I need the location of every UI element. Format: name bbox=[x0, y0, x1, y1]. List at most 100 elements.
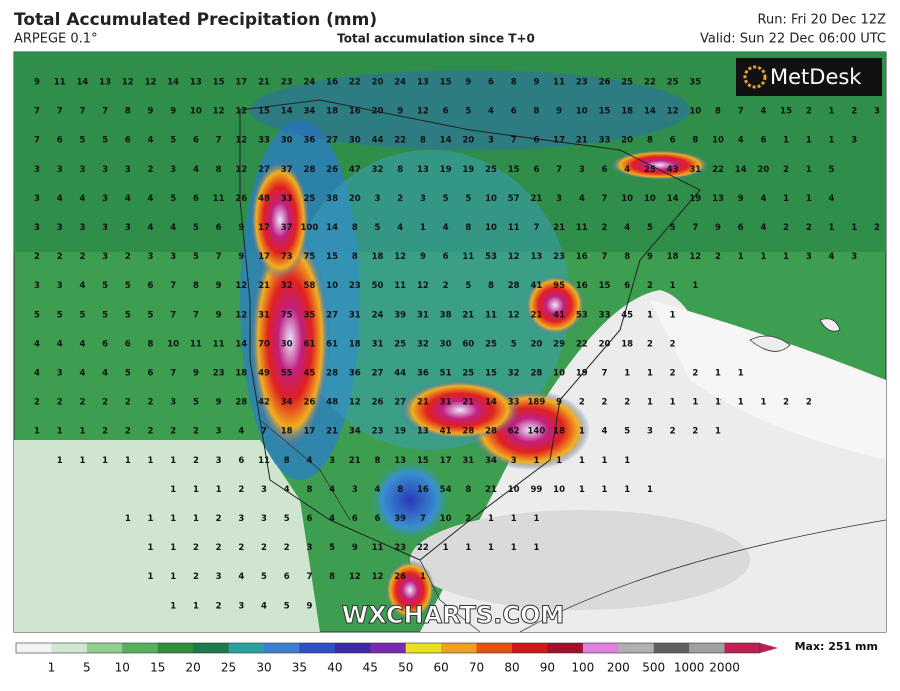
grid-value: 2 bbox=[125, 252, 131, 262]
grid-value: 14 bbox=[440, 136, 452, 146]
grid-value: 6 bbox=[602, 165, 608, 175]
grid-value: 5 bbox=[79, 136, 85, 146]
grid-value: 35 bbox=[689, 78, 701, 88]
grid-value: 21 bbox=[553, 223, 565, 233]
grid-value: 7 bbox=[34, 107, 40, 117]
colorbar-label: 45 bbox=[363, 661, 378, 675]
grid-value: 20 bbox=[349, 194, 361, 204]
grid-value: 8 bbox=[488, 281, 494, 291]
grid-value: 9 bbox=[238, 223, 244, 233]
grid-value: 17 bbox=[303, 427, 315, 437]
grid-value: 22 bbox=[394, 136, 406, 146]
subtitle: Total accumulation since T+0 bbox=[337, 32, 535, 46]
grid-value: 27 bbox=[372, 369, 384, 379]
grid-value: 8 bbox=[329, 572, 335, 582]
grid-value: 1 bbox=[125, 456, 131, 466]
grid-value: 7 bbox=[170, 310, 176, 320]
grid-value: 21 bbox=[576, 136, 588, 146]
grid-value: 23 bbox=[372, 427, 384, 437]
grid-value: 4 bbox=[261, 601, 267, 611]
grid-value: 13 bbox=[394, 456, 406, 466]
grid-value: 12 bbox=[349, 572, 361, 582]
grid-value: 23 bbox=[281, 78, 293, 88]
colorbar-swatch bbox=[370, 643, 407, 653]
grid-value: 4 bbox=[193, 165, 199, 175]
grid-value: 10 bbox=[326, 281, 338, 291]
grid-value: 9 bbox=[465, 78, 471, 88]
grid-value: 8 bbox=[306, 485, 312, 495]
grid-value: 26 bbox=[394, 572, 406, 582]
grid-value: 31 bbox=[417, 310, 429, 320]
grid-value: 16 bbox=[349, 107, 361, 117]
grid-value: 18 bbox=[235, 369, 247, 379]
grid-value: 23 bbox=[576, 78, 588, 88]
grid-value: 5 bbox=[102, 281, 108, 291]
grid-value: 34 bbox=[349, 427, 361, 437]
grid-value: 2 bbox=[783, 398, 789, 408]
grid-value: 3 bbox=[125, 223, 131, 233]
grid-value: 13 bbox=[712, 194, 724, 204]
grid-value: 1 bbox=[79, 427, 85, 437]
grid-value: 9 bbox=[216, 281, 222, 291]
grid-value: 51 bbox=[440, 369, 452, 379]
grid-value: 11 bbox=[258, 456, 270, 466]
grid-value: 10 bbox=[167, 339, 179, 349]
grid-value: 8 bbox=[465, 485, 471, 495]
grid-value: 10 bbox=[508, 485, 520, 495]
grid-value: 4 bbox=[443, 223, 449, 233]
grid-value: 7 bbox=[34, 136, 40, 146]
grid-value: 27 bbox=[394, 398, 406, 408]
grid-value: 30 bbox=[440, 339, 452, 349]
grid-value: 1 bbox=[193, 485, 199, 495]
grid-value: 1 bbox=[783, 136, 789, 146]
colorbar-swatch bbox=[512, 643, 548, 653]
grid-value: 6 bbox=[624, 281, 630, 291]
grid-value: 2 bbox=[670, 427, 676, 437]
grid-value: 3 bbox=[170, 252, 176, 262]
grid-value: 6 bbox=[738, 223, 744, 233]
grid-value: 3 bbox=[216, 456, 222, 466]
grid-value: 60 bbox=[462, 339, 474, 349]
grid-value: 30 bbox=[281, 339, 293, 349]
grid-value: 1 bbox=[579, 456, 585, 466]
grid-value: 33 bbox=[599, 136, 611, 146]
grid-value: 21 bbox=[349, 456, 361, 466]
grid-value: 41 bbox=[553, 310, 565, 320]
grid-value: 21 bbox=[462, 310, 474, 320]
grid-value: 1 bbox=[624, 456, 630, 466]
grid-value: 26 bbox=[326, 165, 338, 175]
grid-value: 6 bbox=[216, 223, 222, 233]
grid-value: 4 bbox=[102, 369, 108, 379]
grid-value: 13 bbox=[417, 78, 429, 88]
grid-value: 8 bbox=[715, 107, 721, 117]
grid-value: 30 bbox=[281, 136, 293, 146]
grid-value: 55 bbox=[281, 369, 293, 379]
grid-value: 20 bbox=[599, 339, 611, 349]
grid-value: 3 bbox=[102, 165, 108, 175]
grid-value: 3 bbox=[34, 194, 40, 204]
logo: MetDesk bbox=[736, 58, 882, 96]
grid-value: 10 bbox=[485, 194, 497, 204]
grid-value: 3 bbox=[352, 485, 358, 495]
grid-value: 3 bbox=[34, 165, 40, 175]
grid-value: 1 bbox=[851, 223, 857, 233]
grid-value: 15 bbox=[508, 165, 520, 175]
grid-value: 2 bbox=[148, 427, 154, 437]
grid-value: 3 bbox=[102, 223, 108, 233]
title: Total Accumulated Precipitation (mm) bbox=[14, 10, 377, 30]
colorbar-label: 50 bbox=[398, 661, 413, 675]
colorbar-label: 70 bbox=[469, 661, 484, 675]
grid-value: 3 bbox=[79, 165, 85, 175]
grid-value: 5 bbox=[125, 369, 131, 379]
grid-value: 8 bbox=[125, 107, 131, 117]
grid-value: 4 bbox=[306, 456, 312, 466]
grid-value: 32 bbox=[508, 369, 520, 379]
grid-value: 1 bbox=[148, 456, 154, 466]
colorbar-swatch bbox=[476, 643, 513, 653]
grid-value: 3 bbox=[148, 252, 154, 262]
grid-value: 9 bbox=[647, 252, 653, 262]
grid-value: 2 bbox=[692, 427, 698, 437]
grid-value: 5 bbox=[624, 427, 630, 437]
grid-value: 2 bbox=[216, 543, 222, 553]
grid-value: 1 bbox=[715, 427, 721, 437]
